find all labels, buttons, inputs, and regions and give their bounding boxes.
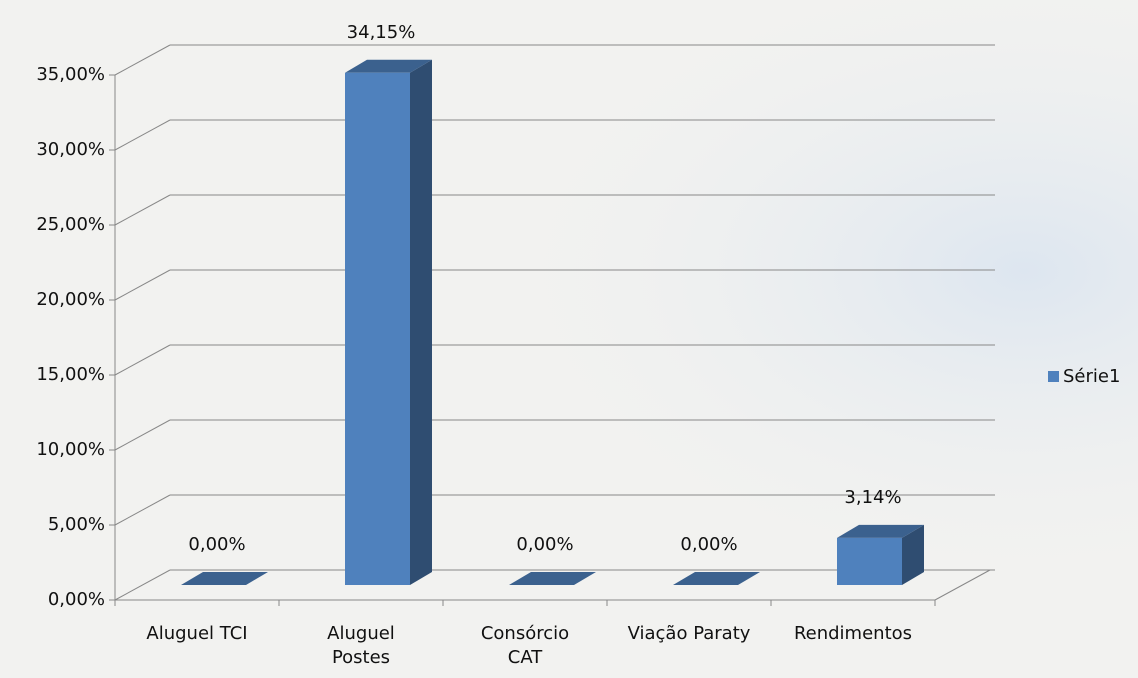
bar — [837, 538, 902, 585]
legend-swatch — [1048, 371, 1059, 382]
y-tick-label: 30,00% — [36, 139, 105, 160]
x-tick-label: Consórcio CAT — [445, 622, 605, 670]
value-label: 0,00% — [680, 534, 737, 555]
y-tick-label: 0,00% — [48, 589, 105, 610]
y-tick-label: 25,00% — [36, 214, 105, 235]
y-tick-label: 15,00% — [36, 364, 105, 385]
chart-svg: 0,00% 5,00% 10,00% 15,00% 20,00% 25,00% 30,00%… — [0, 0, 1138, 678]
x-tick-label: Aluguel Postes — [281, 622, 441, 670]
bar — [345, 73, 410, 585]
legend-label: Série1 — [1063, 366, 1120, 387]
chart: 0,00% 5,00% 10,00% 15,00% 20,00% 25,00% 30,00%… — [0, 0, 1138, 678]
y-tick-label: 5,00% — [48, 514, 105, 535]
value-label: 34,15% — [347, 22, 416, 43]
x-tick-label: Aluguel TCI — [117, 622, 277, 646]
value-label: 0,00% — [516, 534, 573, 555]
y-tick-label: 10,00% — [36, 439, 105, 460]
value-label: 0,00% — [188, 534, 245, 555]
bar-side — [410, 60, 432, 585]
y-tick-label: 35,00% — [36, 64, 105, 85]
y-tick-label: 20,00% — [36, 289, 105, 310]
x-tick-label: Viação Paraty — [609, 622, 769, 646]
value-label: 3,14% — [844, 487, 901, 508]
x-tick-label: Rendimentos — [773, 622, 933, 646]
